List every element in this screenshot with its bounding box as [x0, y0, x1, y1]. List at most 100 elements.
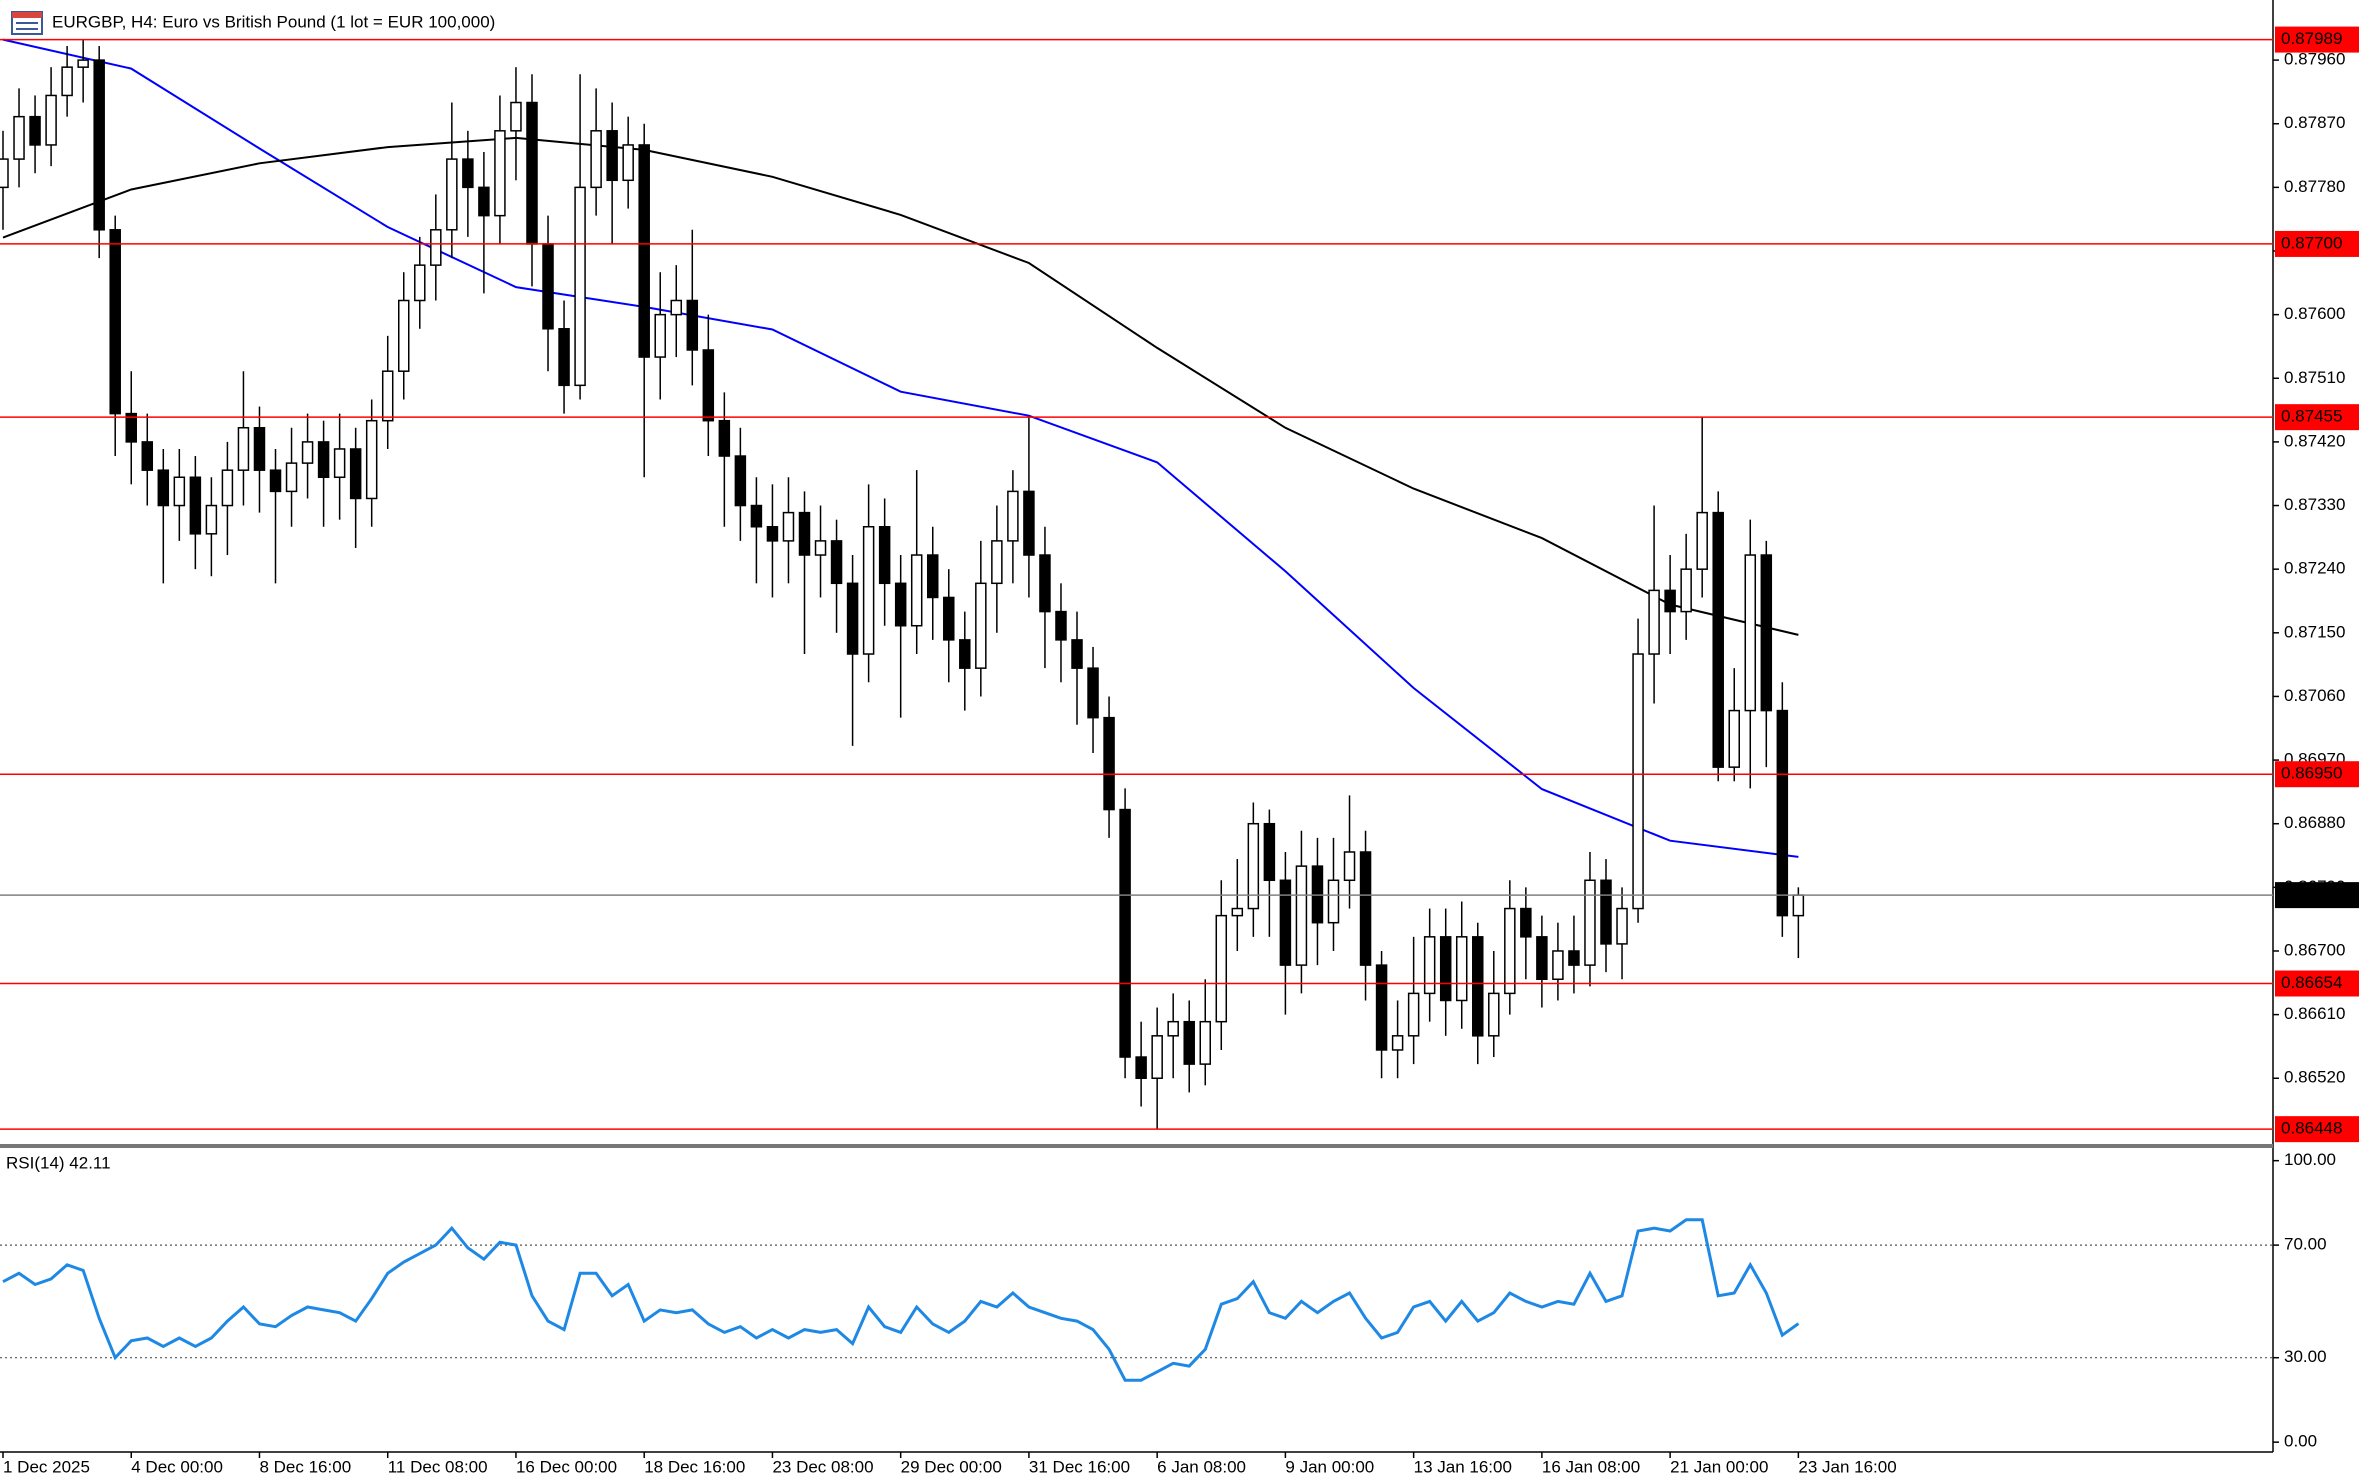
candle-body — [45, 94, 57, 146]
candle-body — [1407, 992, 1420, 1037]
candle-body — [654, 313, 666, 358]
level-label: 0.86448 — [2281, 1119, 2342, 1138]
candle-body — [1359, 851, 1372, 966]
candle-body — [1327, 879, 1340, 924]
candle-body — [926, 554, 939, 599]
candle-body — [1135, 1056, 1147, 1079]
x-tick-label: 31 Dec 16:00 — [1029, 1457, 1130, 1476]
candle-body — [1648, 589, 1660, 655]
y-tick-label: 30.00 — [2284, 1347, 2327, 1366]
current-price-box — [2275, 882, 2359, 909]
candle-body — [1616, 907, 1628, 945]
candle-body — [590, 130, 602, 189]
candle-body — [510, 101, 522, 132]
y-tick-label: 0.87510 — [2284, 368, 2345, 387]
candle-body — [77, 59, 89, 68]
candle-body — [189, 476, 202, 535]
candle-body — [157, 469, 170, 507]
level-label: 0.87455 — [2281, 407, 2342, 426]
candle-body — [1744, 554, 1757, 712]
candle-body — [125, 412, 137, 443]
y-tick-label: 0.87870 — [2284, 113, 2345, 132]
candle-body — [93, 59, 105, 231]
candle-body — [943, 596, 955, 641]
candle-body — [430, 229, 442, 266]
level-label: 0.87700 — [2281, 233, 2342, 252]
candle-body — [1632, 653, 1644, 910]
candle-body — [1488, 992, 1500, 1037]
y-tick-label: 100.00 — [2284, 1150, 2336, 1169]
candle-body — [1071, 639, 1083, 669]
y-tick-label: 0.00 — [2284, 1432, 2317, 1451]
candle-body — [333, 448, 346, 479]
candle-body — [173, 476, 186, 507]
candle-body — [1520, 907, 1532, 938]
moving-average — [2, 38, 1799, 858]
candle-body — [1472, 936, 1484, 1037]
y-tick-label: 0.86880 — [2284, 813, 2345, 832]
candle-body — [622, 144, 634, 182]
candle-body — [1183, 1020, 1195, 1065]
candle-body — [1295, 865, 1308, 966]
candle-body — [141, 441, 154, 471]
candle-body — [1455, 936, 1468, 1002]
candle-body — [446, 158, 458, 231]
candle-body — [766, 525, 779, 542]
candle-body — [606, 130, 618, 182]
y-tick-label: 0.87330 — [2284, 495, 2345, 514]
candle-body — [365, 419, 378, 500]
candle-body — [1343, 851, 1356, 882]
candle-body — [975, 582, 987, 669]
x-tick-label: 16 Dec 00:00 — [516, 1457, 617, 1476]
indicator-title: RSI(14) 42.11 — [6, 1153, 111, 1172]
candle-body — [1600, 879, 1612, 945]
x-tick-label: 1 Dec 2025 — [3, 1457, 90, 1476]
y-tick-label: 0.86700 — [2284, 940, 2345, 959]
y-tick-label: 0.87150 — [2284, 622, 2345, 641]
candle-body — [317, 441, 330, 479]
candle-body — [1552, 950, 1564, 981]
level-label-box — [2275, 1116, 2359, 1143]
y-tick-label: 70.00 — [2284, 1235, 2327, 1254]
candle-body — [221, 469, 234, 507]
candle-body — [1103, 716, 1115, 811]
y-tick-label: 0.87240 — [2284, 559, 2345, 578]
candle-body — [285, 462, 298, 493]
candle-body — [846, 582, 859, 655]
candle-body — [1279, 879, 1292, 966]
candle-body — [253, 427, 266, 471]
candle-body — [269, 469, 282, 493]
candle-body — [638, 144, 650, 358]
candle-body — [1087, 667, 1099, 719]
candle-body — [1792, 894, 1805, 917]
current-price-label: 0.86779 — [2281, 885, 2342, 904]
candle-body — [1055, 610, 1067, 641]
x-tick-label: 29 Dec 00:00 — [901, 1457, 1002, 1476]
candle-body — [670, 299, 683, 316]
level-label: 0.86654 — [2281, 973, 2342, 992]
candle-body — [830, 540, 843, 585]
candle-body — [702, 349, 715, 422]
candle-body — [1023, 490, 1035, 556]
candle-body — [1375, 964, 1388, 1051]
candle-body — [237, 427, 250, 471]
x-tick-label: 13 Jan 16:00 — [1414, 1457, 1512, 1476]
candle-body — [526, 101, 538, 245]
candle-body — [734, 455, 747, 507]
candle-body — [1696, 511, 1708, 570]
candle-body — [301, 441, 314, 464]
x-tick-label: 23 Jan 16:00 — [1798, 1457, 1896, 1476]
candle-body — [686, 299, 699, 351]
y-tick-label: 0.87060 — [2284, 686, 2345, 705]
x-tick-label: 9 Jan 00:00 — [1285, 1457, 1374, 1476]
candle-body — [398, 299, 410, 372]
level-label-box — [2275, 230, 2359, 257]
candle-body — [718, 419, 731, 457]
candle-body — [1007, 490, 1019, 542]
candle-body — [381, 370, 394, 422]
candle-body — [1039, 554, 1051, 613]
candle-body — [414, 264, 426, 302]
candle-body — [1247, 822, 1260, 910]
candle-body — [1215, 914, 1228, 1023]
